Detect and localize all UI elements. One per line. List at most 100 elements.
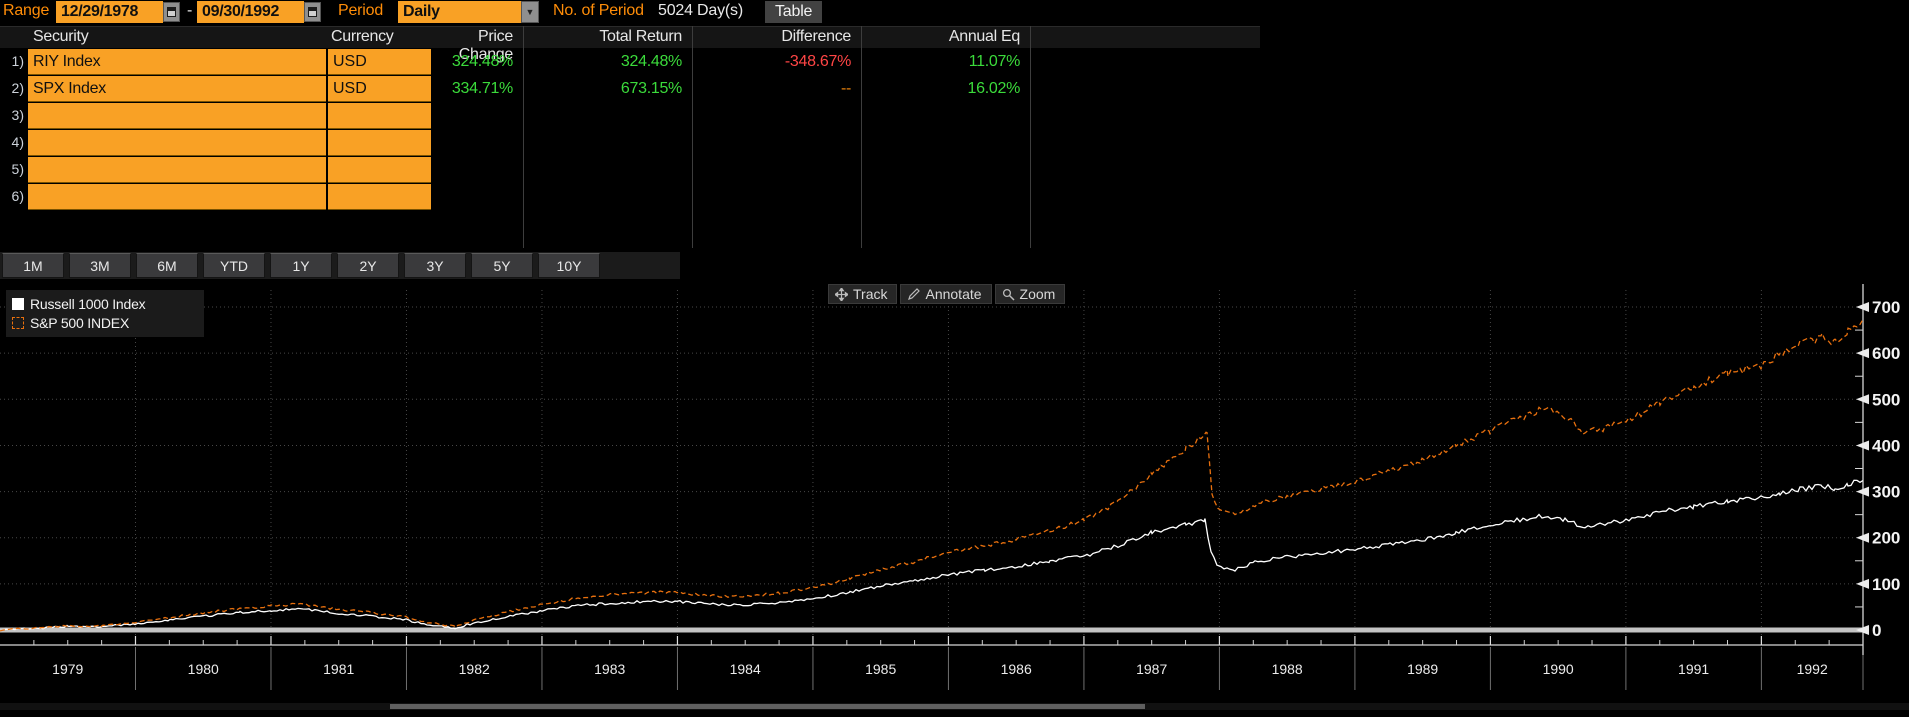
legend-swatch-icon bbox=[12, 297, 24, 310]
table-row: 1) RIY Index USD 324.48% 324.48% -348.67% 11.0… bbox=[0, 49, 1260, 75]
total-return-value: 324.48% bbox=[620, 53, 682, 70]
calendar-icon[interactable] bbox=[304, 2, 321, 22]
currency-input[interactable]: USD bbox=[328, 76, 431, 102]
column-divider bbox=[523, 26, 524, 248]
column-header-currency[interactable]: Currency bbox=[331, 28, 394, 45]
price-change-value: 324.48% bbox=[451, 53, 513, 70]
row-number: 2) bbox=[11, 80, 24, 96]
top-toolbar: Range 12/29/1978 - 09/30/1992 Period Dai… bbox=[0, 0, 1909, 25]
y-tick-label: 300 bbox=[1872, 483, 1900, 502]
column-header-annual-eq[interactable]: Annual Eq bbox=[948, 28, 1020, 45]
currency-input[interactable] bbox=[328, 103, 431, 129]
price-change-value bbox=[431, 130, 523, 156]
difference-value: -- bbox=[840, 80, 851, 97]
security-input[interactable] bbox=[28, 103, 326, 129]
period-button-3m[interactable]: 3M bbox=[69, 253, 131, 278]
button-label: Zoom bbox=[1019, 286, 1056, 302]
period-button-3y[interactable]: 3Y bbox=[404, 253, 466, 278]
x-tick-label: 1979 bbox=[52, 661, 83, 677]
y-tick-arrow-icon bbox=[1856, 578, 1869, 589]
range-start-input[interactable]: 12/29/1978 bbox=[56, 1, 163, 23]
table-header-row: Security Currency Price Change Total Return… bbox=[0, 26, 1260, 63]
currency-input[interactable] bbox=[328, 157, 431, 183]
chart-toolbar: Track Annotate Zoom bbox=[828, 284, 1066, 304]
calendar-icon[interactable] bbox=[163, 2, 180, 22]
difference-value bbox=[692, 130, 861, 156]
period-button-6m[interactable]: 6M bbox=[136, 253, 198, 278]
plot-area[interactable]: 1979 1980 1981 1982 1983 1984 1985 1986 1987 1988… bbox=[0, 282, 1909, 712]
total-return-value bbox=[523, 184, 692, 210]
y-tick-label: 200 bbox=[1872, 529, 1900, 548]
zoom-button[interactable]: Zoom bbox=[994, 284, 1066, 304]
row-number: 4) bbox=[11, 134, 24, 150]
y-tick-label: 700 bbox=[1872, 298, 1900, 317]
column-divider bbox=[861, 26, 862, 248]
period-label: Period bbox=[338, 2, 384, 19]
column-header-difference[interactable]: Difference bbox=[781, 28, 851, 45]
x-tick-label: 1983 bbox=[594, 661, 625, 677]
x-tick-label: 1987 bbox=[1136, 661, 1167, 677]
total-return-value bbox=[523, 130, 692, 156]
period-button-10y[interactable]: 10Y bbox=[538, 253, 600, 278]
annotate-icon bbox=[907, 287, 921, 301]
x-tick-label: 1990 bbox=[1543, 661, 1574, 677]
range-end-input[interactable]: 09/30/1992 bbox=[197, 1, 304, 23]
x-tick-label: 1985 bbox=[865, 661, 896, 677]
total-return-value: 673.15% bbox=[620, 80, 682, 97]
table-row: 2) SPX Index USD 334.71% 673.15% -- 16.02% bbox=[0, 76, 1260, 102]
security-input[interactable] bbox=[28, 184, 326, 210]
y-tick-label: 400 bbox=[1872, 436, 1900, 455]
currency-input[interactable]: USD bbox=[328, 49, 431, 75]
range-label: Range bbox=[3, 2, 50, 19]
num-period-value: 5024 Day(s) bbox=[658, 2, 743, 19]
period-button-1y[interactable]: 1Y bbox=[270, 253, 332, 278]
row-number: 6) bbox=[11, 188, 24, 204]
button-label: Track bbox=[853, 286, 888, 302]
column-divider bbox=[692, 26, 693, 248]
comparison-chart: Russell 1000 Index S&P 500 INDEX Track Ann… bbox=[0, 282, 1909, 712]
calendar-glyph bbox=[167, 7, 176, 17]
calendar-glyph bbox=[308, 7, 317, 17]
legend-item: Russell 1000 Index bbox=[12, 294, 196, 313]
difference-value bbox=[692, 157, 861, 183]
scrollbar-thumb[interactable] bbox=[390, 704, 1145, 709]
security-input[interactable] bbox=[28, 130, 326, 156]
difference-value bbox=[692, 103, 861, 129]
annual-eq-value bbox=[861, 184, 1030, 210]
x-tick-label: 1984 bbox=[730, 661, 761, 677]
x-tick-label: 1989 bbox=[1407, 661, 1438, 677]
legend-label: S&P 500 INDEX bbox=[30, 314, 130, 331]
legend-item: S&P 500 INDEX bbox=[12, 313, 196, 332]
column-header-price-change[interactable]: Price Change bbox=[458, 28, 514, 63]
currency-input[interactable] bbox=[328, 130, 431, 156]
x-tick-label: 1980 bbox=[188, 661, 219, 677]
price-change-value bbox=[431, 157, 523, 183]
chevron-down-icon[interactable]: ▼ bbox=[521, 1, 539, 23]
period-button-2y[interactable]: 2Y bbox=[337, 253, 399, 278]
x-tick-label: 1992 bbox=[1797, 661, 1828, 677]
period-button-1m[interactable]: 1M bbox=[2, 253, 64, 278]
x-tick-label: 1981 bbox=[323, 661, 354, 677]
x-tick-label: 1988 bbox=[1272, 661, 1303, 677]
annotate-button[interactable]: Annotate bbox=[900, 284, 992, 304]
period-button-ytd[interactable]: YTD bbox=[203, 253, 265, 278]
chart-scrollbar[interactable] bbox=[0, 703, 1909, 710]
price-change-value bbox=[431, 103, 523, 129]
zoom-icon bbox=[1002, 288, 1015, 301]
security-input[interactable]: RIY Index bbox=[28, 49, 326, 75]
table-button[interactable]: Table bbox=[765, 1, 823, 23]
track-button[interactable]: Track bbox=[828, 284, 898, 304]
annual-eq-value bbox=[861, 130, 1030, 156]
period-button-5y[interactable]: 5Y bbox=[471, 253, 533, 278]
security-input[interactable]: SPX Index bbox=[28, 76, 326, 102]
y-tick-label: 0 bbox=[1872, 621, 1881, 640]
table-row: 4) bbox=[0, 130, 1260, 156]
y-tick-label: 500 bbox=[1872, 390, 1900, 409]
chart-legend: Russell 1000 Index S&P 500 INDEX bbox=[6, 290, 204, 337]
period-select[interactable]: Daily bbox=[398, 1, 521, 23]
security-input[interactable] bbox=[28, 157, 326, 183]
column-header-total-return[interactable]: Total Return bbox=[599, 28, 682, 45]
column-header-security[interactable]: Security bbox=[33, 28, 89, 45]
currency-input[interactable] bbox=[328, 184, 431, 210]
zero-baseline bbox=[0, 627, 1863, 633]
